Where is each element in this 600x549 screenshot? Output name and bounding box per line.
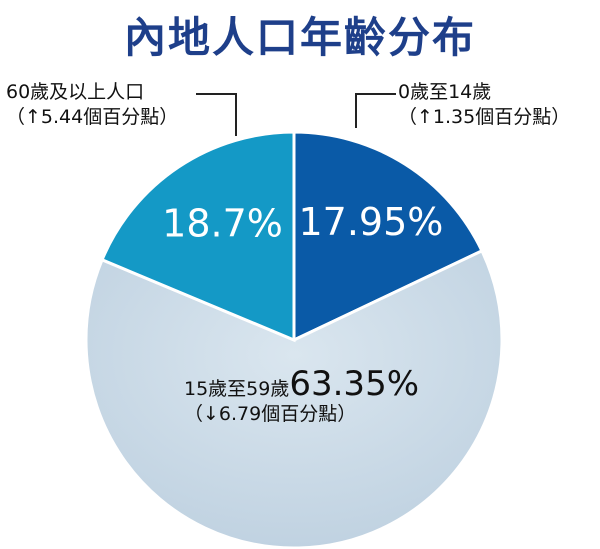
- callout-0-14: 0歲至14歲 （↑1.35個百分點）: [398, 80, 570, 130]
- callout-15-59: 15歲至59歲63.35% （↓6.79個百分點）: [184, 367, 419, 427]
- slice-value-0-14: 17.95%: [298, 200, 443, 244]
- leader-line-right: [355, 93, 396, 128]
- pie-slice-60-plus: [100, 130, 296, 343]
- slice-value-15-59: 63.35%: [289, 364, 420, 404]
- slice-value-60-plus: 18.7%: [162, 202, 283, 246]
- slice-label-60-plus: 60歲及以上人口: [6, 81, 145, 103]
- pie-slice-15-59: [84, 248, 504, 549]
- slice-label-0-14: 0歲至14歲: [398, 81, 492, 103]
- slice-change-0-14: （↑1.35個百分點）: [398, 106, 571, 128]
- slice-label-15-59: 15歲至59歲: [184, 378, 290, 400]
- slice-change-15-59: （↓6.79個百分點）: [184, 403, 357, 425]
- pie-slice-0-14: [292, 130, 484, 343]
- leader-line-left: [196, 93, 237, 136]
- chart-title: 內地人口年齡分布: [123, 13, 476, 62]
- callout-60-plus: 60歲及以上人口 （↑5.44個百分點）: [6, 80, 178, 130]
- slice-change-60-plus: （↑5.44個百分點）: [6, 106, 179, 128]
